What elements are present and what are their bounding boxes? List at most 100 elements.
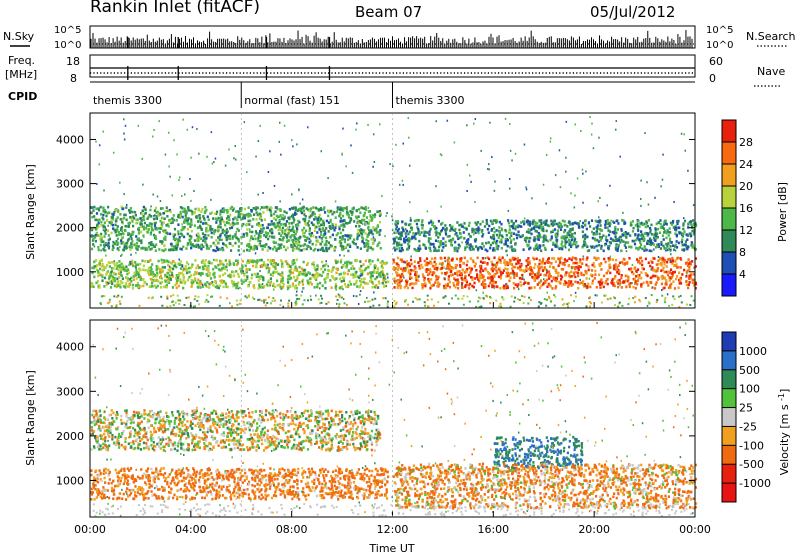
data-cell [413, 283, 415, 286]
data-cell [162, 207, 164, 210]
data-cell [573, 272, 575, 275]
data-cell [406, 281, 408, 284]
data-cell [555, 271, 557, 274]
data-cell [328, 241, 330, 244]
data-cell [331, 286, 333, 289]
data-cell [109, 238, 111, 241]
data-cell [282, 239, 284, 242]
data-cell [401, 259, 403, 262]
data-cell [361, 219, 363, 222]
scatter-cell [280, 154, 282, 156]
data-cell [434, 247, 436, 250]
data-cell [269, 223, 271, 226]
data-cell [159, 240, 161, 243]
data-cell [613, 277, 615, 280]
data-cell [442, 242, 444, 245]
data-cell [262, 276, 264, 279]
data-cell [200, 248, 202, 251]
data-cell [222, 242, 224, 245]
data-cell [241, 225, 243, 228]
data-cell [245, 264, 247, 267]
data-cell [187, 233, 189, 236]
data-cell [233, 275, 235, 278]
scatter-cell [418, 276, 420, 278]
data-cell [417, 247, 419, 250]
data-cell [504, 229, 506, 232]
data-cell [551, 287, 553, 290]
data-cell [145, 212, 147, 215]
data-cell [269, 247, 271, 250]
data-cell [530, 229, 532, 232]
data-cell [645, 226, 647, 229]
data-cell [664, 271, 666, 274]
data-cell [627, 241, 629, 244]
data-cell [582, 236, 584, 239]
data-cell [171, 217, 173, 220]
data-cell [246, 275, 248, 278]
data-cell [108, 261, 110, 264]
data-cell [676, 220, 678, 223]
data-cell [586, 256, 588, 259]
data-cell [356, 210, 358, 213]
data-cell [429, 230, 431, 233]
data-cell [133, 278, 135, 281]
data-cell [110, 286, 112, 289]
data-cell [378, 231, 380, 234]
data-cell [220, 209, 222, 212]
data-cell [150, 266, 152, 269]
data-cell [557, 257, 559, 260]
data-cell [340, 217, 342, 220]
data-cell [307, 282, 309, 285]
data-cell [471, 285, 473, 288]
data-cell [128, 209, 130, 212]
data-cell [309, 272, 311, 275]
data-cell [291, 207, 293, 210]
data-cell [410, 226, 412, 229]
scatter-cell [564, 224, 566, 226]
data-cell [529, 237, 531, 240]
data-cell [227, 286, 229, 289]
data-cell [540, 222, 542, 225]
data-cell [272, 274, 274, 277]
data-cell [554, 245, 556, 248]
data-cell [113, 213, 115, 216]
data-cell [514, 266, 516, 269]
data-cell [617, 228, 619, 231]
data-cell [172, 286, 174, 289]
data-cell [488, 231, 490, 234]
data-cell [124, 230, 126, 233]
data-cell [347, 235, 349, 238]
data-cell [250, 237, 252, 240]
data-cell [206, 281, 208, 284]
data-cell [188, 209, 190, 212]
data-cell [269, 282, 271, 285]
data-cell [193, 212, 195, 215]
data-cell [440, 257, 442, 260]
data-cell [667, 274, 669, 277]
scatter-cell [585, 285, 587, 287]
data-cell [676, 246, 678, 249]
data-cell [148, 214, 150, 217]
data-cell [444, 241, 446, 244]
data-cell [588, 269, 590, 272]
data-cell [145, 269, 147, 272]
data-cell [305, 215, 307, 218]
data-cell [263, 285, 265, 288]
scatter-cell [573, 300, 575, 302]
data-cell [356, 246, 358, 249]
data-cell [573, 274, 575, 277]
data-cell [647, 225, 649, 228]
data-cell [671, 272, 673, 275]
data-cell [360, 247, 362, 250]
data-cell [645, 272, 647, 275]
data-cell [519, 277, 521, 280]
data-cell [93, 261, 95, 264]
data-cell [234, 242, 236, 245]
data-cell [516, 237, 518, 240]
data-cell [674, 260, 676, 263]
data-cell [276, 280, 278, 283]
data-cell [362, 237, 364, 240]
data-cell [221, 267, 223, 270]
scatter-cell [379, 123, 381, 125]
data-cell [242, 260, 244, 263]
